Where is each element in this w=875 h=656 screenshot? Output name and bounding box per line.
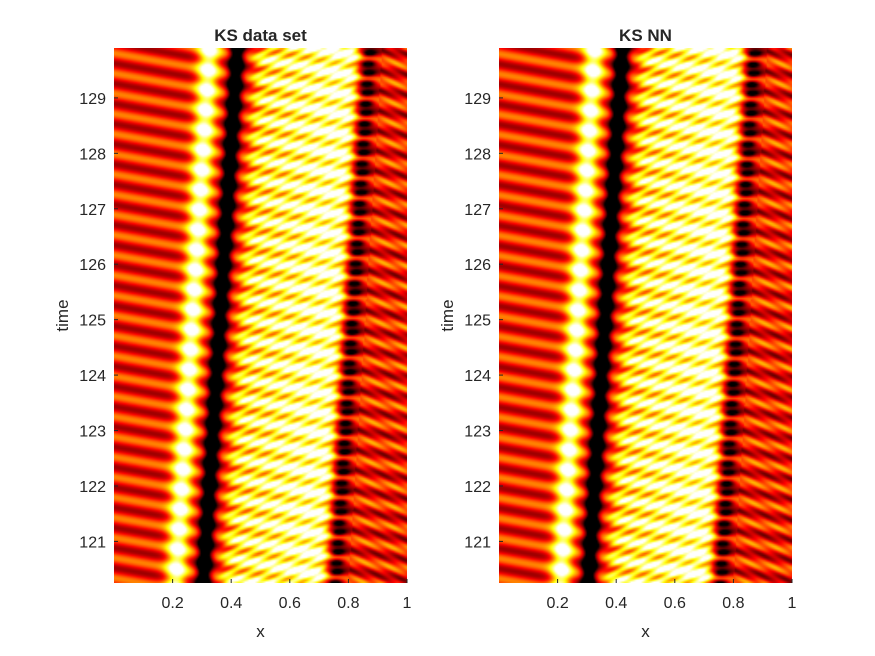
- x-tick-label: 0.6: [279, 595, 301, 612]
- y-tick-label: 125: [464, 313, 491, 330]
- x-tick-label: 0.4: [220, 595, 242, 612]
- x-tick-label: 0.8: [722, 595, 744, 612]
- x-axis-label: x: [641, 622, 650, 641]
- y-tick-label: 129: [79, 91, 106, 108]
- x-tick-label: 0.8: [337, 595, 359, 612]
- y-tick-label: 128: [464, 146, 491, 163]
- y-tick-label: 129: [464, 91, 491, 108]
- y-tick-label: 121: [464, 534, 491, 551]
- x-tick-label: 1: [403, 595, 412, 612]
- x-tick-label: 0.4: [605, 595, 627, 612]
- x-tick-label: 1: [788, 595, 797, 612]
- y-tick-label: 121: [79, 534, 106, 551]
- chart-title: KS NN: [619, 26, 672, 45]
- heatmap-image: [499, 48, 792, 583]
- x-tick-label: 0.6: [664, 595, 686, 612]
- y-tick-label: 128: [79, 146, 106, 163]
- y-axis-label: time: [438, 299, 457, 331]
- chart-title: KS data set: [214, 26, 307, 45]
- y-tick-label: 126: [464, 257, 491, 274]
- y-tick-label: 123: [464, 424, 491, 441]
- subplot-2: 0.2 0.4 0.6 0.8 1 121 122 123 124 125 126 127 128 129…: [438, 26, 797, 641]
- y-tick-label: 124: [464, 368, 491, 385]
- x-tick-label: 0.2: [546, 595, 568, 612]
- y-tick-label: 122: [79, 479, 106, 496]
- y-tick-label: 126: [79, 257, 106, 274]
- y-tick-label: 127: [79, 202, 106, 219]
- heatmap-image: [114, 48, 407, 583]
- y-axis-label: time: [53, 299, 72, 331]
- y-tick-label: 125: [79, 313, 106, 330]
- subplot-1: 0.2 0.4 0.6 0.8 1 121 122 123 124 125 126 127 128 129…: [53, 26, 412, 641]
- x-tick-label: 0.2: [161, 595, 183, 612]
- subplots: 0.2 0.4 0.6 0.8 1 121 122 123 124 125 126 127 128 129…: [53, 26, 797, 641]
- x-axis-label: x: [256, 622, 265, 641]
- y-tick-label: 123: [79, 424, 106, 441]
- y-tick-label: 127: [464, 202, 491, 219]
- y-tick-label: 122: [464, 479, 491, 496]
- y-tick-label: 124: [79, 368, 106, 385]
